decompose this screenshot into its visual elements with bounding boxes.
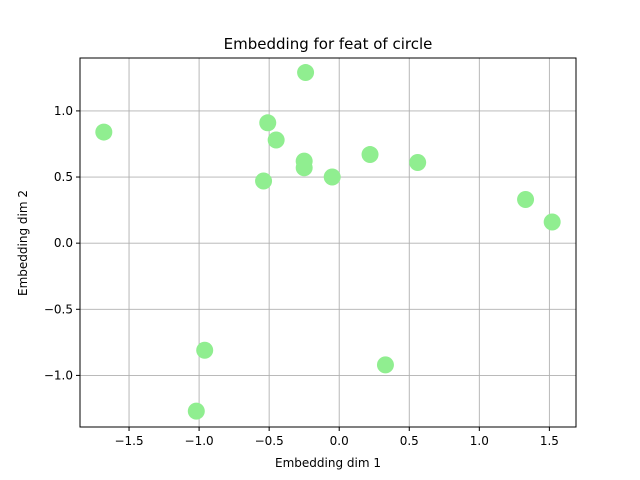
data-point xyxy=(376,356,394,374)
y-tick-label: 0.0 xyxy=(54,236,73,250)
x-axis-label: Embedding dim 1 xyxy=(275,456,381,470)
grid-lines xyxy=(80,58,576,427)
chart-title: Embedding for feat of circle xyxy=(224,35,433,53)
data-point xyxy=(295,159,313,177)
y-tick-label: −0.5 xyxy=(44,302,73,316)
x-tick-label: 1.0 xyxy=(470,434,489,448)
y-tick-label: −1.0 xyxy=(44,368,73,382)
data-point xyxy=(517,191,535,209)
y-axis-label: Embedding dim 2 xyxy=(16,190,30,296)
data-point xyxy=(323,168,341,186)
data-point xyxy=(361,146,379,164)
data-point xyxy=(187,402,205,420)
data-point xyxy=(267,131,285,149)
x-tick-label: −0.5 xyxy=(255,434,284,448)
x-tick-label: −1.0 xyxy=(185,434,214,448)
data-point xyxy=(196,341,214,359)
y-tick-label: 0.5 xyxy=(54,170,73,184)
y-tick-label: 1.0 xyxy=(54,104,73,118)
data-point xyxy=(95,123,113,141)
data-points xyxy=(95,64,561,420)
data-point xyxy=(409,153,427,171)
data-point xyxy=(297,64,315,82)
axis-ticks: −1.5 −1.0 −0.5 0.0 0.5 1.0 1.5 −1.0 −0.5 0.0 0.5 1.… xyxy=(44,104,559,448)
data-point xyxy=(543,213,561,231)
x-tick-label: 1.5 xyxy=(540,434,559,448)
data-point xyxy=(255,172,273,190)
x-tick-label: 0.0 xyxy=(330,434,349,448)
data-point xyxy=(259,114,277,132)
plot-frame xyxy=(79,57,577,428)
x-tick-label: −1.5 xyxy=(114,434,143,448)
x-tick-label: 0.5 xyxy=(400,434,419,448)
